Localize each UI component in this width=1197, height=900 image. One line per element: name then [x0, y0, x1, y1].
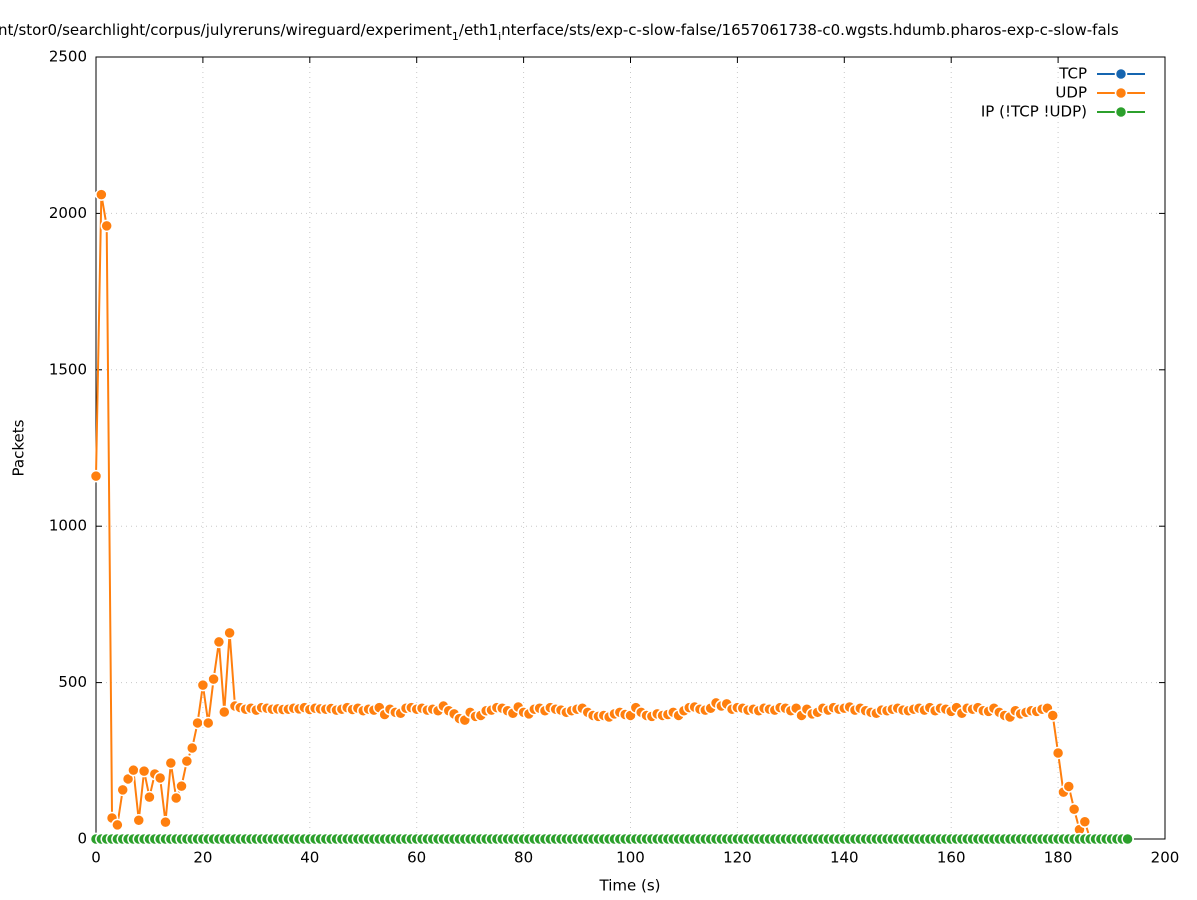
- data-point: [223, 626, 236, 640]
- data-point: [164, 756, 178, 770]
- x-tick-label: 140: [830, 849, 859, 867]
- chart-title: nt/stor0/searchlight/corpus/julyreruns/w…: [0, 21, 1119, 43]
- data-point: [175, 779, 188, 793]
- data-point: [132, 813, 146, 827]
- y-tick-label: 500: [58, 673, 87, 691]
- data-point: [1062, 780, 1076, 793]
- legend-marker: [1114, 105, 1128, 119]
- y-axis-label: Packets: [10, 419, 28, 476]
- data-point: [1121, 832, 1134, 846]
- x-axis-label: Time (s): [599, 877, 661, 895]
- x-tick-label: 100: [616, 849, 645, 867]
- x-tick-label: 0: [91, 849, 101, 867]
- x-tick-label: 180: [1044, 849, 1073, 867]
- y-tick-label: 1000: [49, 517, 87, 535]
- x-tick-label: 120: [723, 849, 752, 867]
- series-line: [95, 193, 1128, 840]
- x-tick-label: 40: [300, 849, 319, 867]
- data-point: [1051, 746, 1065, 760]
- legend-label: TCP: [1058, 65, 1087, 83]
- legend-marker: [1114, 67, 1128, 81]
- data-point: [111, 818, 124, 832]
- x-tick-label: 200: [1151, 849, 1180, 867]
- data-point: [127, 763, 140, 777]
- data-point: [191, 716, 204, 730]
- x-tick-label: 60: [407, 849, 426, 867]
- data-point: [212, 635, 226, 649]
- data-point: [1046, 709, 1060, 722]
- y-tick-label: 2500: [49, 48, 87, 66]
- legend-label: IP (!TCP !UDP): [981, 103, 1087, 121]
- title-part: /eth1: [459, 21, 498, 39]
- y-tick-label: 1500: [49, 360, 87, 378]
- x-tick-label: 80: [514, 849, 533, 867]
- data-point: [1078, 815, 1092, 829]
- x-tick-label: 20: [193, 849, 212, 867]
- legend-marker: [1114, 86, 1128, 100]
- data-point: [137, 764, 151, 778]
- x-tick-label: 160: [937, 849, 966, 867]
- data-point: [159, 815, 172, 829]
- data-point: [169, 791, 183, 805]
- data-point: [116, 783, 129, 797]
- title-part: nt/stor0/searchlight/corpus/julyreruns/w…: [0, 21, 452, 39]
- data-point: [143, 790, 156, 804]
- data-point: [207, 672, 220, 686]
- y-tick-label: 2000: [49, 204, 87, 222]
- data-point: [185, 741, 199, 755]
- data-point: [121, 772, 135, 786]
- data-point: [201, 716, 215, 730]
- data-point: [196, 678, 210, 692]
- data-point: [95, 188, 108, 201]
- data-point: [1067, 803, 1081, 816]
- title-subscript: 1: [452, 30, 459, 43]
- data-point: [100, 219, 113, 233]
- y-tick-label: 0: [77, 830, 87, 848]
- legend-label: UDP: [1055, 84, 1087, 102]
- data-point: [180, 754, 194, 768]
- data-point: [153, 771, 167, 785]
- title-subscript: i: [498, 30, 501, 43]
- data-point: [218, 705, 231, 719]
- data-point: [89, 469, 103, 483]
- title-part: nterface/sts/exp-c-slow-false/1657061738…: [501, 21, 1119, 39]
